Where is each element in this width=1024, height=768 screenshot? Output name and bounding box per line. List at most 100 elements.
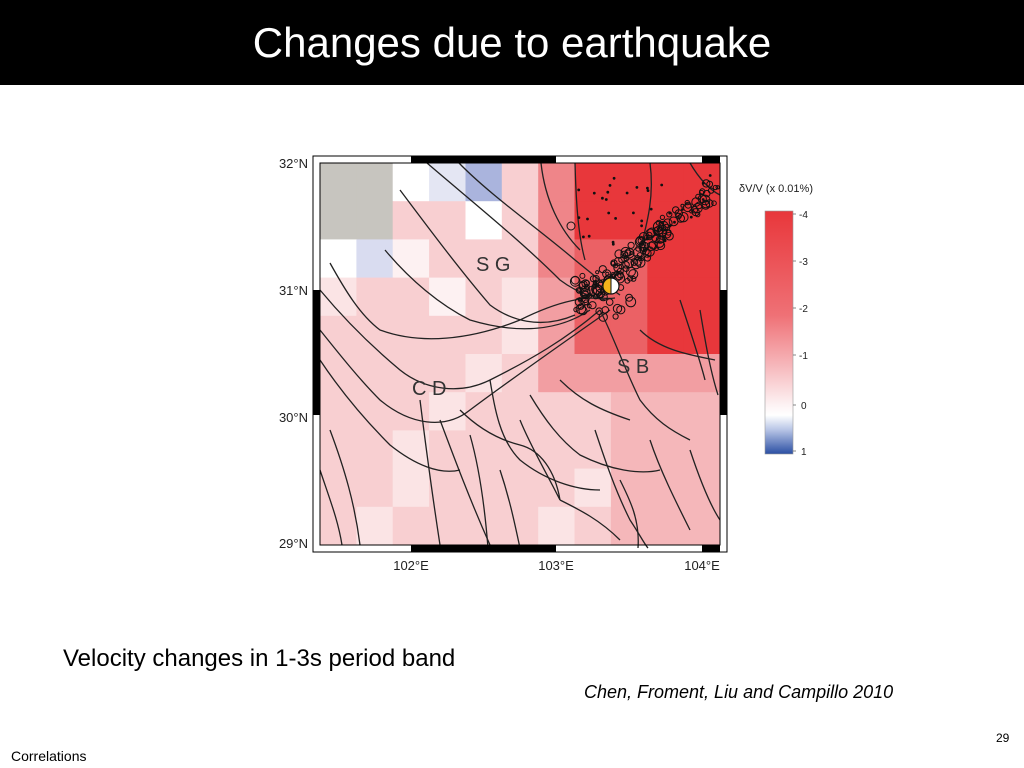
- aftershock-marker: [605, 298, 614, 306]
- aftershock-dot: [582, 235, 585, 239]
- map-cell: [465, 239, 503, 279]
- map-cell: [538, 239, 576, 279]
- aftershock-marker: [579, 280, 588, 290]
- aftershock-marker: [598, 292, 608, 302]
- map-cell: [647, 277, 685, 317]
- aftershock-marker: [712, 184, 719, 191]
- map-cell: [392, 239, 430, 279]
- map-grid-cells: [320, 163, 721, 546]
- colorbar-title: δV/V (x 0.01%): [739, 183, 813, 195]
- aftershock-marker: [579, 272, 586, 279]
- map-cell: [356, 468, 394, 508]
- map-cell: [574, 239, 612, 279]
- map-cell: [501, 468, 539, 508]
- aftershock-marker: [672, 206, 680, 214]
- map-cell: [429, 277, 466, 317]
- aftershock-dot: [635, 186, 639, 189]
- map-cell: [465, 201, 503, 240]
- aftershock-marker: [587, 293, 593, 299]
- aftershock-marker: [656, 241, 666, 251]
- map-cell: [356, 430, 394, 470]
- aftershock-dot: [668, 224, 672, 228]
- map-cell: [465, 506, 503, 546]
- lat-label-30: 30°N: [279, 410, 308, 425]
- map-cell: [683, 277, 721, 317]
- aftershock-dot: [689, 215, 693, 219]
- slide-title: Changes due to earthquake: [252, 19, 772, 66]
- map-cell: [429, 392, 466, 431]
- map-cell: [392, 506, 430, 546]
- colorbar-tick-neg2: -2: [799, 304, 808, 315]
- aftershock-dot: [586, 217, 589, 221]
- map-cell: [356, 163, 394, 202]
- map-cell: [574, 392, 612, 431]
- page-number: 29: [996, 731, 1010, 745]
- aftershock-dot: [640, 242, 644, 246]
- map-cell: [538, 201, 576, 240]
- map-cell: [392, 163, 430, 202]
- map-cell: [538, 392, 576, 431]
- lat-label-31: 31°N: [279, 283, 308, 298]
- region-label-sb: S B: [617, 356, 649, 378]
- map-cell: [501, 163, 539, 202]
- map-cell: [320, 392, 357, 431]
- aftershock-dot: [646, 189, 650, 193]
- title-bar: [0, 0, 1024, 85]
- aftershock-marker: [659, 214, 666, 220]
- region-label-sg: S G: [476, 254, 510, 276]
- map-cell: [683, 239, 721, 279]
- aftershock-marker: [695, 201, 703, 210]
- aftershock-marker: [578, 298, 583, 303]
- map-frame: [312, 155, 728, 553]
- aftershock-dot: [708, 174, 712, 177]
- aftershock-marker: [591, 285, 601, 295]
- aftershock-dot: [604, 198, 608, 201]
- lon-label-104: 104°E: [684, 558, 720, 573]
- aftershock-dot: [646, 186, 649, 190]
- map-cell: [501, 392, 539, 431]
- aftershock-marker: [605, 271, 610, 276]
- aftershock-dot: [640, 219, 644, 223]
- map-cell: [429, 430, 466, 470]
- map-cell: [610, 430, 648, 470]
- colorbar-tick-neg1: -1: [799, 351, 808, 362]
- aftershock-marker: [678, 212, 689, 223]
- map-cell: [683, 392, 721, 431]
- map-cell: [356, 354, 394, 393]
- aftershock-marker: [612, 303, 623, 314]
- map-cell: [683, 468, 721, 508]
- map-cell: [610, 392, 648, 431]
- aftershock-dot: [663, 239, 667, 243]
- map-cell: [392, 201, 430, 240]
- map-cell: [392, 277, 430, 317]
- aftershock-marker: [625, 266, 636, 277]
- map-cell: [429, 201, 466, 240]
- aftershock-marker: [575, 303, 587, 315]
- aftershock-marker: [588, 301, 597, 310]
- aftershock-dot: [577, 188, 581, 192]
- aftershock-marker: [642, 246, 648, 252]
- map-cell: [538, 354, 576, 393]
- aftershock-marker: [711, 200, 717, 206]
- aftershock-dot: [592, 191, 596, 195]
- map-cell: [538, 315, 576, 355]
- map-cell: [610, 315, 648, 355]
- map-cell: [320, 239, 357, 279]
- aftershock-marker: [630, 276, 637, 282]
- aftershock-marker: [648, 240, 658, 250]
- aftershock-dot: [625, 191, 629, 195]
- map-cell: [392, 430, 430, 470]
- aftershock-marker: [625, 296, 637, 308]
- colorbar-tick-neg4: -4: [799, 210, 808, 221]
- map-cell: [647, 506, 685, 546]
- aftershock-dot: [668, 211, 672, 215]
- aftershock-dot: [673, 220, 676, 224]
- aftershock-marker: [581, 290, 589, 299]
- map-cell: [647, 468, 685, 508]
- map-cell: [574, 201, 612, 240]
- aftershock-marker: [646, 241, 656, 252]
- lat-label-29: 29°N: [279, 536, 308, 551]
- aftershock-marker: [576, 288, 582, 294]
- aftershock-marker: [676, 214, 686, 223]
